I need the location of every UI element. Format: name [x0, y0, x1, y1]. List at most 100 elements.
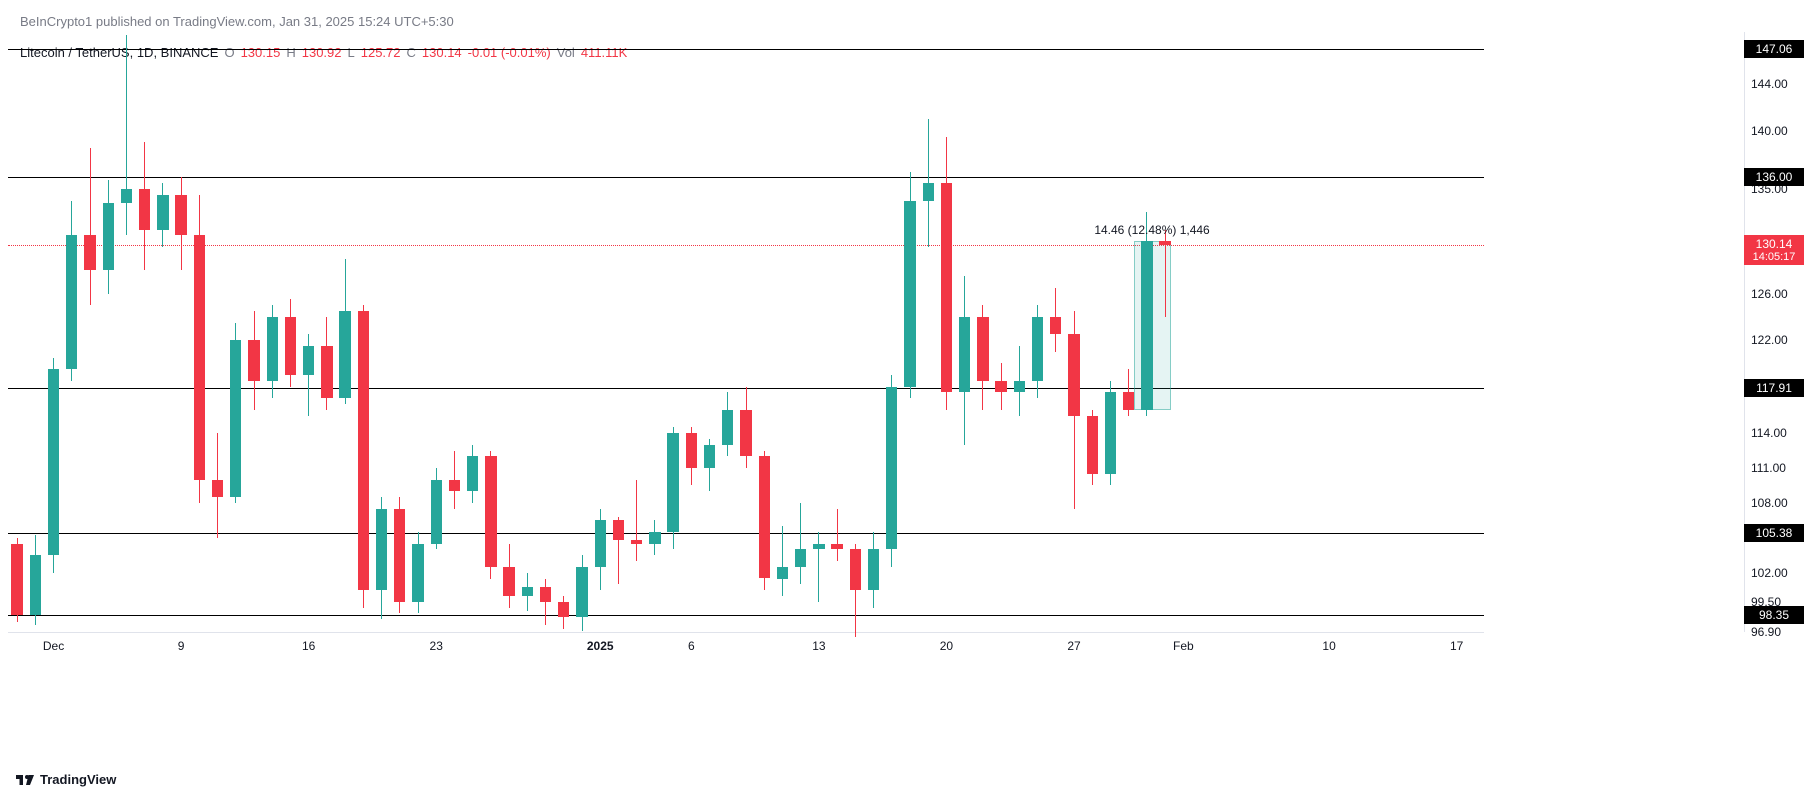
candle-body[interactable]: [358, 311, 369, 590]
level-line[interactable]: [8, 615, 1484, 616]
candle-body[interactable]: [850, 549, 861, 590]
time-tick: 6: [688, 639, 695, 653]
candle-body[interactable]: [467, 456, 478, 491]
measure-label: 14.46 (12.48%) 1,446: [1094, 223, 1209, 237]
level-price-tag: 147.06: [1744, 40, 1804, 58]
time-tick: 13: [812, 639, 825, 653]
candle-body[interactable]: [449, 480, 460, 492]
candle-body[interactable]: [649, 532, 660, 544]
candle-body[interactable]: [886, 387, 897, 550]
candle-body[interactable]: [431, 480, 442, 544]
time-axis[interactable]: Dec9162320256132027Feb1017: [8, 632, 1484, 660]
candle-body[interactable]: [740, 410, 751, 457]
candle-body[interactable]: [522, 587, 533, 596]
candle-body[interactable]: [1141, 241, 1152, 410]
tradingview-text: TradingView: [40, 772, 116, 787]
candle-body[interactable]: [813, 544, 824, 550]
candle-body[interactable]: [941, 183, 952, 392]
candle-body[interactable]: [959, 317, 970, 393]
level-price-tag: 98.35: [1744, 606, 1804, 624]
candle-body[interactable]: [321, 346, 332, 398]
candle-wick: [636, 480, 637, 561]
candle-body[interactable]: [412, 544, 423, 602]
candle-body[interactable]: [904, 201, 915, 387]
candle-body[interactable]: [977, 317, 988, 381]
candle-body[interactable]: [1105, 392, 1116, 473]
last-price-line: [8, 245, 1484, 246]
candle-body[interactable]: [1068, 334, 1079, 415]
tv-logo-icon: [16, 775, 34, 785]
candle-body[interactable]: [704, 445, 715, 468]
candle-body[interactable]: [631, 540, 642, 543]
level-line[interactable]: [8, 533, 1484, 534]
candle-body[interactable]: [11, 544, 22, 615]
price-tick: 126.00: [1751, 287, 1788, 301]
time-tick: 2025: [587, 639, 614, 653]
candle-body[interactable]: [1014, 381, 1025, 393]
candle-body[interactable]: [1159, 241, 1170, 245]
candle-body[interactable]: [394, 509, 405, 602]
candle-body[interactable]: [376, 509, 387, 590]
candle-body[interactable]: [576, 567, 587, 617]
candle-body[interactable]: [175, 195, 186, 236]
candle-body[interactable]: [66, 235, 77, 369]
price-tick: 114.00: [1751, 426, 1787, 440]
candle-body[interactable]: [248, 340, 259, 381]
publisher-line: BeInCrypto1 published on TradingView.com…: [20, 14, 454, 29]
candle-body[interactable]: [503, 567, 514, 596]
candle-body[interactable]: [84, 235, 95, 270]
candle-body[interactable]: [686, 433, 697, 468]
chart-pane[interactable]: [8, 32, 1484, 632]
time-tick: 23: [430, 639, 443, 653]
candle-wick: [782, 526, 783, 596]
candle-body[interactable]: [777, 567, 788, 579]
candle-body[interactable]: [540, 587, 551, 602]
time-tick: 17: [1450, 639, 1463, 653]
level-line[interactable]: [8, 177, 1484, 178]
candle-body[interactable]: [1087, 416, 1098, 474]
candle-body[interactable]: [303, 346, 314, 375]
candle-body[interactable]: [595, 520, 606, 567]
candle-body[interactable]: [667, 433, 678, 532]
candle-wick: [90, 148, 91, 305]
candle-body[interactable]: [121, 189, 132, 203]
candle-body[interactable]: [212, 480, 223, 497]
time-tick: 10: [1322, 639, 1335, 653]
candle-body[interactable]: [285, 317, 296, 375]
candle-body[interactable]: [759, 456, 770, 578]
candle-body[interactable]: [722, 410, 733, 445]
candle-body[interactable]: [194, 235, 205, 479]
time-tick: 20: [940, 639, 953, 653]
candle-body[interactable]: [558, 602, 569, 617]
price-tick: 140.00: [1751, 124, 1788, 138]
candle-wick: [818, 532, 819, 602]
candle-body[interactable]: [103, 203, 114, 270]
level-price-tag: 136.00: [1744, 168, 1804, 186]
candle-body[interactable]: [1123, 392, 1134, 409]
candle-body[interactable]: [613, 520, 624, 540]
candle-body[interactable]: [157, 195, 168, 230]
price-tick: 102.00: [1751, 566, 1788, 580]
candle-body[interactable]: [139, 189, 150, 230]
candle-body[interactable]: [1032, 317, 1043, 381]
candle-body[interactable]: [267, 317, 278, 381]
time-tick: 9: [178, 639, 185, 653]
candle-body[interactable]: [1050, 317, 1061, 334]
time-tick: 27: [1067, 639, 1080, 653]
candle-body[interactable]: [923, 183, 934, 200]
candle-body[interactable]: [795, 549, 806, 566]
candle-body[interactable]: [230, 340, 241, 497]
candle-wick: [545, 579, 546, 626]
candle-body[interactable]: [30, 555, 41, 614]
candle-body[interactable]: [831, 544, 842, 550]
price-tick: 122.00: [1751, 333, 1788, 347]
candle-body[interactable]: [995, 381, 1006, 393]
level-line[interactable]: [8, 49, 1484, 50]
candle-body[interactable]: [485, 456, 496, 566]
time-tick: 16: [302, 639, 315, 653]
candle-body[interactable]: [868, 549, 879, 590]
candle-body[interactable]: [339, 311, 350, 398]
price-tick: 111.00: [1751, 461, 1786, 475]
tradingview-logo[interactable]: TradingView: [16, 772, 116, 787]
candle-body[interactable]: [48, 369, 59, 555]
